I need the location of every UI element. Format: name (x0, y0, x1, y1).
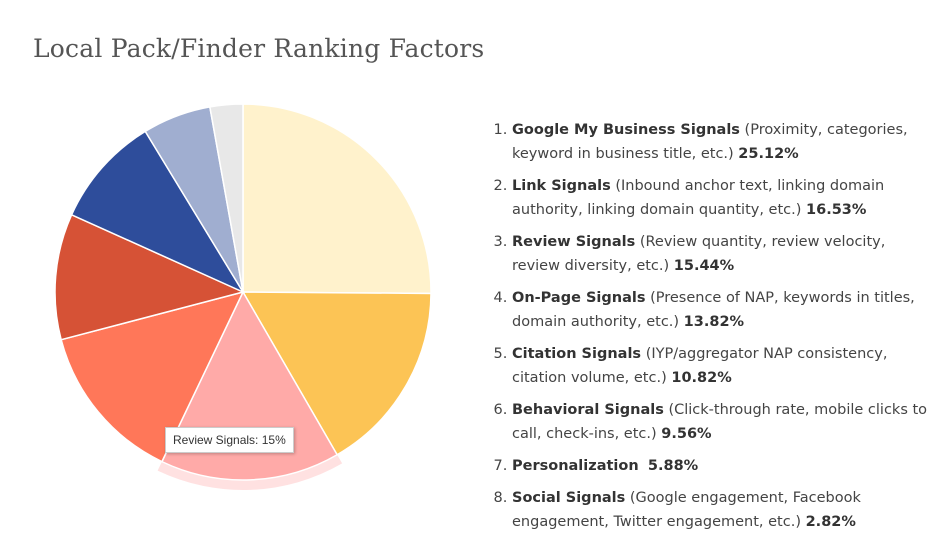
legend-value: 15.44% (673, 258, 735, 274)
legend-value: 2.82% (805, 514, 856, 530)
legend-description: (Review quantity, review velocity, revie… (512, 234, 886, 274)
legend-description: (Google engagement, Facebook engagement,… (512, 490, 861, 530)
legend-name: Behavioral Signals (512, 402, 664, 418)
tooltip-name: Review Signals (173, 433, 258, 447)
tooltip: Review Signals 15% (165, 427, 294, 453)
legend-description: (Inbound anchor text, linking domain aut… (512, 178, 885, 218)
legend-value: 25.12% (738, 146, 799, 162)
legend-item: Personalization 5.88% (512, 454, 932, 478)
tooltip-value: 15% (261, 433, 286, 447)
legend-value: 10.82% (671, 370, 732, 386)
legend-description: (IYP/aggregator NAP consistency, citatio… (512, 346, 888, 386)
pie-slice (54, 213, 246, 341)
pie-slice (242, 103, 432, 295)
legend-item: Google My Business Signals (Proximity, c… (512, 118, 932, 166)
legend-item: On-Page Signals (Presence of NAP, keywor… (512, 286, 932, 334)
legend-item: Review Signals (Review quantity, review … (512, 230, 932, 278)
slice-halo (157, 454, 343, 490)
legend-name: Personalization (512, 458, 639, 474)
legend-name: Citation Signals (512, 346, 642, 362)
legend-name: Review Signals (512, 234, 636, 250)
legend-value: 13.82% (683, 314, 745, 330)
pie-slice (60, 290, 245, 463)
legend-name: Social Signals (512, 490, 626, 506)
legend-item: Citation Signals (IYP/aggregator NAP con… (512, 342, 932, 390)
legend-description: (Click-through rate, mobile clicks to ca… (512, 402, 928, 442)
legend-name: Google My Business Signals (512, 122, 740, 138)
legend-item: Social Signals (Google engagement, Faceb… (512, 486, 932, 534)
legend-value: 9.56% (661, 426, 712, 442)
legend-item: Behavioral Signals (Click-through rate, … (512, 398, 932, 446)
legend-item: Link Signals (Inbound anchor text, linki… (512, 174, 932, 222)
pie-slice (241, 291, 432, 456)
pie-chart (54, 103, 432, 490)
pie-slice (208, 103, 244, 293)
legend-value: 5.88% (647, 458, 699, 474)
legend: Google My Business Signals (Proximity, c… (474, 118, 932, 542)
pie-slice (70, 130, 245, 294)
legend-description: (Presence of NAP, keywords in titles, do… (512, 290, 915, 330)
legend-description: (Proximity, categories, keyword in busin… (512, 122, 908, 162)
legend-name: Link Signals (512, 178, 611, 194)
legend-value: 16.53% (806, 202, 867, 218)
legend-name: On-Page Signals (512, 290, 646, 306)
chart-title: Local Pack/Finder Ranking Factors (33, 34, 485, 63)
